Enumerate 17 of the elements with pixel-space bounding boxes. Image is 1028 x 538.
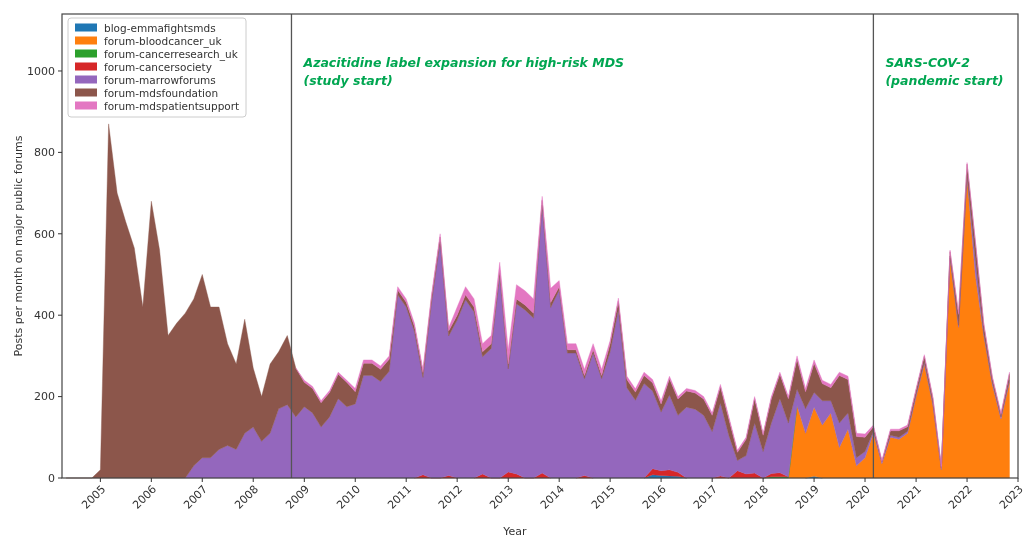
legend-label: forum-cancersociety: [104, 60, 212, 73]
y-tick-label: 400: [34, 309, 55, 323]
x-axis-title: Year: [502, 525, 528, 538]
legend-label: forum-marrowforums: [104, 73, 216, 86]
legend-label: forum-mdspatientsupport: [104, 99, 240, 112]
legend-label: forum-mdsfoundation: [104, 86, 219, 99]
legend-label: forum-bloodcancer_uk: [104, 34, 223, 48]
legend-label: forum-cancerresearch_uk: [104, 47, 239, 61]
y-tick-label: 600: [34, 227, 55, 241]
y-tick-label: 1000: [27, 64, 55, 78]
y-tick-label: 200: [34, 390, 55, 404]
y-tick-label: 800: [34, 146, 55, 160]
y-tick-label: 0: [48, 471, 55, 485]
ref-line-label: SARS-COV-2 (pandemic start): [885, 54, 1004, 88]
legend-label: blog-emmafightsmds: [104, 21, 216, 34]
y-axis-title: Posts per month on major public forums: [12, 135, 25, 357]
ref-line-label: Azacitidine label expansion for high-risk MDS (study start): [302, 54, 625, 88]
